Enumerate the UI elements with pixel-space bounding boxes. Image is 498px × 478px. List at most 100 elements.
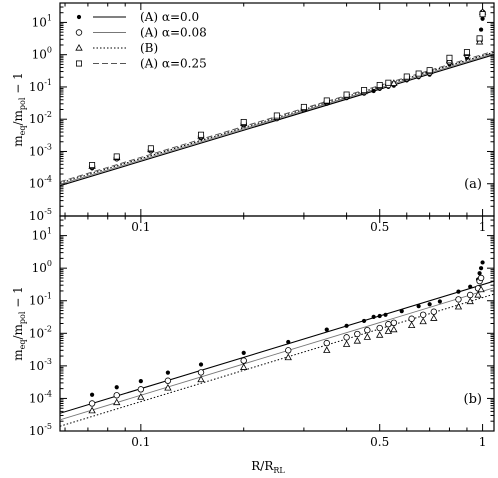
y-tick-label-exponent: -1 <box>44 292 52 301</box>
data-point-dot <box>114 385 119 390</box>
y-tick-label-exponent: -3 <box>44 142 52 151</box>
data-point-dot <box>480 260 485 265</box>
data-point-circle <box>419 311 427 318</box>
data-point-dot <box>377 313 382 319</box>
data-point-square <box>446 54 453 61</box>
y-tick-label-exponent: -4 <box>44 175 52 184</box>
y-axis-label: meq/mpol − 1 <box>11 72 27 147</box>
y-axis-label-m: m <box>11 349 25 361</box>
y-tick-label-exponent: -1 <box>44 78 52 87</box>
data-point-circle <box>364 326 371 334</box>
x-tick-label: 1 <box>479 435 487 449</box>
y-tick-label-base: 10 <box>32 48 47 62</box>
y-tick-label-base: 10 <box>29 209 44 223</box>
y-tick-label-base: 10 <box>29 80 44 94</box>
y-axis-label: meq/mpol − 1 <box>11 286 27 361</box>
y-axis-label-m: m <box>11 135 25 147</box>
legend-marker-circle <box>75 29 83 36</box>
legend-marker-triangle <box>75 43 83 51</box>
data-point-square <box>415 70 422 77</box>
data-point-circle <box>467 291 474 299</box>
y-tick-label-exponent: -5 <box>44 422 52 431</box>
y-tick-label: 10-5 <box>29 207 52 223</box>
legend-marker-dot <box>76 14 82 20</box>
series-fit-line <box>60 287 494 421</box>
data-point-dot <box>427 302 432 307</box>
x-tick-label: 0.5 <box>370 435 389 449</box>
data-point-square <box>479 11 486 18</box>
y-tick-label-base: 10 <box>29 294 44 308</box>
data-point-square <box>300 103 307 110</box>
data-point-square <box>273 112 280 119</box>
data-point-triangle <box>342 340 351 347</box>
x-axis-label-sub: RL <box>273 466 285 475</box>
data-point-triangle <box>284 353 292 361</box>
data-point-circle <box>455 296 462 303</box>
data-point-dot <box>344 323 349 328</box>
y-tick-label-base: 10 <box>32 15 47 29</box>
y-tick-label: 10-3 <box>29 142 52 158</box>
data-point-triangle <box>390 79 398 86</box>
data-point-dot <box>241 350 246 356</box>
data-point-triangle <box>407 321 416 328</box>
y-axis-label-eq: eq <box>18 126 27 136</box>
data-point-square <box>403 73 410 80</box>
data-point-triangle <box>353 336 362 344</box>
x-tick-label: 0.1 <box>131 220 150 234</box>
y-tick-label: 10-5 <box>29 422 52 438</box>
y-tick-label-base: 10 <box>32 261 47 275</box>
legend-label: (B) <box>140 41 158 55</box>
x-tick-label: 0.1 <box>131 435 150 449</box>
y-axis-label-m2: m <box>11 323 25 335</box>
data-point-dot <box>165 370 171 375</box>
y-tick-label-exponent: -3 <box>44 357 52 366</box>
legend-label: (A) α=0.0 <box>140 10 199 24</box>
y-axis-label-minus: − 1 <box>11 72 25 97</box>
data-point-circle <box>477 274 485 282</box>
data-point-triangle <box>363 333 372 340</box>
data-point-dot <box>468 284 473 289</box>
data-point-dot <box>477 271 482 276</box>
legend-label: (A) α=0.25 <box>140 57 207 71</box>
y-tick-label-exponent: 0 <box>47 259 52 268</box>
y-axis-label-pol: pol <box>18 97 27 110</box>
data-point-triangle <box>137 393 145 400</box>
data-point-square <box>147 145 154 152</box>
data-point-circle <box>390 319 398 327</box>
x-tick-label: 1 <box>479 220 487 234</box>
y-tick-label: 100 <box>32 46 52 62</box>
data-point-square <box>463 49 470 56</box>
data-point-dot <box>416 304 421 309</box>
data-point-square <box>426 67 433 74</box>
data-point-circle <box>197 369 205 376</box>
data-point-triangle <box>419 317 427 325</box>
data-point-circle <box>323 339 330 347</box>
data-point-triangle <box>430 314 438 321</box>
data-point-dot <box>383 312 388 317</box>
data-point-dot <box>478 27 484 32</box>
y-tick-label: 10-1 <box>29 78 52 94</box>
plot-area <box>60 8 494 187</box>
data-point-dot <box>361 318 367 324</box>
y-axis-label-minus: − 1 <box>11 286 25 311</box>
data-point-triangle <box>240 363 248 370</box>
y-tick-label-base: 10 <box>29 144 44 158</box>
data-point-triangle <box>113 398 121 406</box>
y-tick-label: 101 <box>32 13 52 29</box>
data-point-dot <box>89 392 95 397</box>
data-point-square <box>343 91 350 98</box>
data-point-square <box>89 162 96 169</box>
y-tick-label: 10-4 <box>29 389 52 405</box>
y-tick-label: 101 <box>32 227 52 243</box>
y-tick-label-base: 10 <box>29 326 44 340</box>
y-tick-label-exponent: 0 <box>47 46 52 55</box>
y-axis-label-slash: / <box>11 121 25 126</box>
data-point-dot <box>371 88 376 94</box>
y-tick-label: 10-3 <box>29 357 52 373</box>
data-point-square <box>376 81 383 88</box>
data-point-circle <box>240 357 247 364</box>
data-point-triangle <box>197 375 205 383</box>
data-point-triangle <box>390 325 398 333</box>
